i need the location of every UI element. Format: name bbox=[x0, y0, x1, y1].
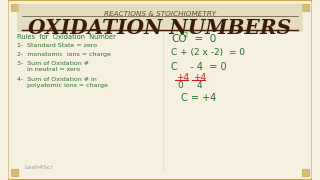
Bar bbox=[302, 4, 308, 11]
Text: Rules  for  Oxidation  Number: Rules for Oxidation Number bbox=[17, 34, 116, 40]
Bar bbox=[17, 4, 303, 32]
Text: 3-  Sum of Oxidation #: 3- Sum of Oxidation # bbox=[17, 61, 89, 66]
FancyBboxPatch shape bbox=[8, 0, 312, 180]
Bar bbox=[302, 169, 308, 176]
Text: in neutral = zero: in neutral = zero bbox=[17, 67, 80, 72]
Text: C = +4: C = +4 bbox=[181, 93, 216, 103]
Text: polyatomic ions = charge: polyatomic ions = charge bbox=[17, 83, 108, 88]
Bar bbox=[12, 4, 18, 11]
Text: REACTIONS & STOICHIOMETRY: REACTIONS & STOICHIOMETRY bbox=[104, 11, 216, 17]
Text: 4-  Sum of Oxidation # in: 4- Sum of Oxidation # in bbox=[17, 77, 97, 82]
Text: Leah4Sci: Leah4Sci bbox=[25, 165, 53, 170]
Text: +4: +4 bbox=[193, 73, 206, 82]
Text: =  0: = 0 bbox=[188, 34, 216, 44]
Text: C + (2 x -2)  = 0: C + (2 x -2) = 0 bbox=[172, 48, 245, 57]
Text: 2-  monatomic  ions = charge: 2- monatomic ions = charge bbox=[17, 52, 111, 57]
Text: C    - 4  = 0: C - 4 = 0 bbox=[172, 62, 227, 72]
Text: 1-  Standard State = zero: 1- Standard State = zero bbox=[17, 43, 97, 48]
Text: CO: CO bbox=[172, 34, 187, 44]
Text: OXIDATION NUMBERS: OXIDATION NUMBERS bbox=[28, 18, 292, 38]
Text: 0: 0 bbox=[177, 81, 183, 90]
Text: 4: 4 bbox=[196, 81, 202, 90]
Text: +4: +4 bbox=[176, 73, 189, 82]
Text: 2: 2 bbox=[183, 32, 188, 38]
Bar bbox=[12, 169, 18, 176]
